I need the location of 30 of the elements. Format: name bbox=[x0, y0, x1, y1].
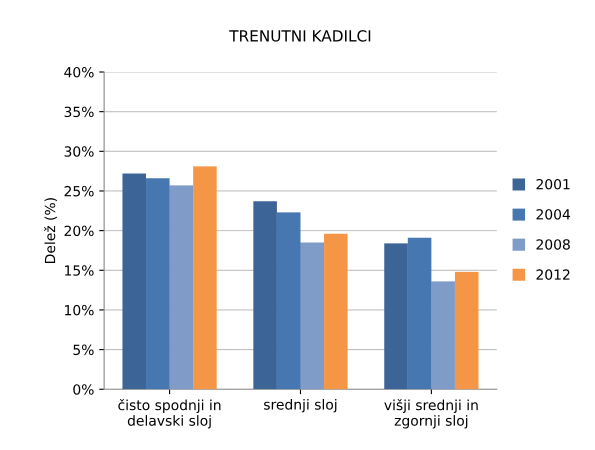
bar bbox=[300, 242, 324, 390]
legend-label: 2008 bbox=[536, 239, 570, 250]
y-tick-label: 25% bbox=[64, 186, 94, 196]
x-tick-label: srednji sloj bbox=[264, 398, 336, 412]
bar bbox=[170, 185, 194, 390]
bar bbox=[253, 201, 277, 390]
y-tick-label: 20% bbox=[64, 226, 94, 236]
bar bbox=[384, 243, 408, 390]
bar bbox=[193, 166, 217, 390]
y-tick-label: 35% bbox=[64, 106, 94, 118]
y-tick-label: 30% bbox=[64, 146, 94, 157]
x-tick-label: čisto spodnji in delavski sloj bbox=[118, 398, 220, 429]
y-axis-title: Delež (%) bbox=[44, 198, 57, 263]
bar bbox=[408, 238, 432, 390]
y-tick-label: 15% bbox=[65, 265, 94, 276]
legend-label: 2012 bbox=[536, 269, 570, 280]
bar bbox=[146, 178, 170, 390]
bar bbox=[122, 174, 146, 390]
bar bbox=[454, 272, 478, 390]
y-tick-label: 40% bbox=[64, 66, 94, 78]
x-tick-label: višji srednji in zgornji sloj bbox=[384, 398, 478, 429]
chart-title: TRENUTNI KADILCI bbox=[229, 30, 370, 42]
legend-label: 2001 bbox=[536, 178, 570, 190]
legend-label: 2004 bbox=[536, 209, 570, 220]
bar bbox=[276, 212, 300, 390]
bar bbox=[431, 281, 455, 390]
y-tick-label: 0% bbox=[73, 384, 94, 395]
y-tick-label: 10% bbox=[65, 304, 94, 316]
y-tick-label: 5% bbox=[73, 344, 94, 356]
bar bbox=[324, 234, 348, 390]
